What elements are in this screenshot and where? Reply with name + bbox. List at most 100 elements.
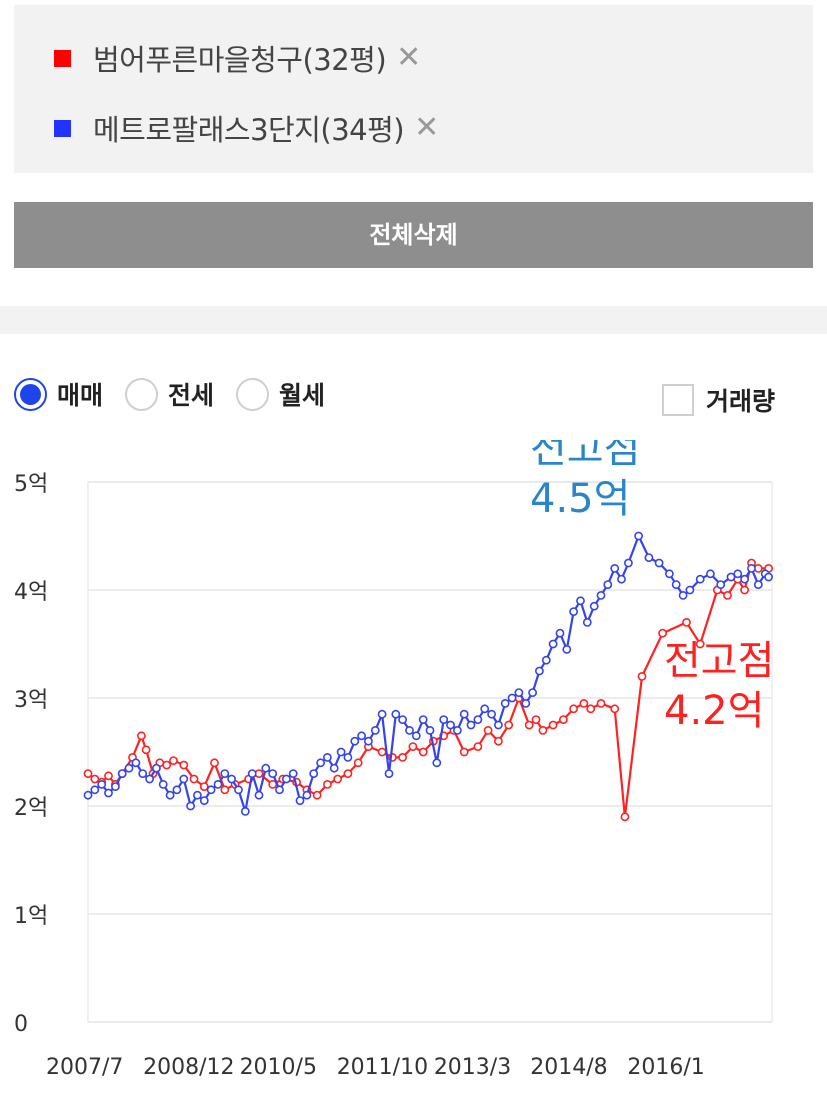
data-point (418, 747, 428, 757)
data-point (391, 709, 401, 719)
data-point (706, 569, 715, 579)
data-point (562, 644, 572, 654)
data-point (514, 688, 524, 697)
radio-option-jeonse[interactable]: 전세 (125, 376, 214, 412)
data-point (199, 782, 209, 791)
data-point (418, 715, 428, 724)
x-tick-label: 2008/12 (143, 1055, 234, 1080)
data-point (596, 698, 606, 708)
radio-option-monthly-rent[interactable]: 월세 (236, 376, 325, 412)
data-point (610, 563, 620, 573)
close-icon[interactable]: ✕ (414, 110, 440, 145)
data-point (353, 758, 363, 768)
data-point (302, 790, 312, 800)
data-point (685, 585, 695, 595)
data-point (329, 763, 339, 773)
data-point (275, 785, 284, 795)
radio-option-sale[interactable]: 매매 (14, 376, 103, 412)
data-point (227, 774, 236, 784)
section-divider (0, 306, 827, 334)
data-point (131, 758, 141, 768)
data-point (678, 590, 688, 600)
data-point (111, 782, 120, 791)
data-point (559, 715, 568, 724)
compare-item-label: 메트로팔래스3단지(34평) (93, 113, 405, 147)
data-point (210, 758, 219, 768)
data-point (411, 731, 421, 741)
data-point (90, 785, 100, 795)
radio-checked-icon[interactable] (14, 377, 47, 411)
data-point (158, 779, 168, 789)
data-point (459, 747, 469, 757)
data-point (452, 725, 462, 735)
y-tick-label: 4억 (14, 580, 48, 605)
data-point (548, 720, 558, 730)
x-tick-label: 2010/5 (240, 1055, 317, 1080)
data-point (576, 596, 585, 606)
data-point (199, 796, 209, 805)
compare-item-label: 범어푸른마을청구(32평) (93, 43, 387, 77)
data-point (83, 769, 93, 778)
data-point (370, 725, 380, 735)
data-point (446, 720, 455, 730)
data-point (524, 720, 534, 730)
data-point (654, 558, 664, 568)
data-point (240, 806, 250, 816)
plot-frame (87, 481, 773, 1023)
radio-label: 매매 (57, 381, 104, 410)
data-point (603, 580, 613, 589)
radio-unchecked-icon[interactable] (125, 377, 159, 411)
data-point (740, 585, 749, 595)
data-point (548, 639, 558, 649)
compare-list: 범어푸른마을청구(32평) ✕ 메트로팔래스3단지(34평) ✕ (14, 5, 813, 173)
data-point (569, 704, 578, 714)
y-tick-label: 2억 (14, 796, 48, 821)
radio-label: 전세 (168, 381, 215, 410)
data-point (473, 742, 483, 751)
data-point (295, 796, 305, 805)
data-point (582, 617, 592, 627)
data-point (716, 580, 726, 589)
data-point (322, 752, 332, 762)
data-point (425, 725, 435, 735)
data-point (333, 774, 343, 784)
clear-all-button[interactable]: 전체삭제 (14, 202, 813, 268)
radio-unchecked-icon[interactable] (236, 377, 270, 411)
data-point (620, 812, 630, 822)
data-point (483, 725, 493, 735)
data-point (189, 774, 199, 784)
data-point (179, 774, 189, 784)
data-point (487, 709, 496, 719)
data-point (357, 731, 366, 741)
data-point (151, 763, 161, 773)
data-point (493, 736, 503, 746)
checkbox-icon[interactable] (662, 384, 694, 416)
data-point (466, 720, 476, 730)
data-point (268, 769, 278, 778)
data-point (531, 715, 541, 724)
data-point (500, 698, 510, 708)
x-tick-label: 2013/3 (434, 1055, 511, 1080)
data-point (507, 693, 517, 703)
data-point (336, 747, 346, 757)
data-point (504, 720, 514, 730)
data-point (104, 771, 113, 781)
close-icon[interactable]: ✕ (396, 40, 422, 75)
data-point (350, 736, 360, 746)
data-point (141, 745, 151, 755)
data-point (740, 574, 749, 584)
data-point (169, 756, 178, 765)
data-point (316, 758, 325, 768)
data-point (220, 785, 230, 795)
data-point (179, 760, 189, 770)
data-point (610, 704, 620, 714)
volume-toggle[interactable]: 거래량 (662, 382, 775, 418)
data-point (398, 715, 407, 724)
data-point (695, 639, 705, 649)
x-tick-label: 2011/10 (337, 1055, 428, 1080)
trade-type-radio-group: 매매 전세 월세 (14, 376, 347, 412)
data-point (764, 572, 773, 582)
data-point (589, 601, 599, 611)
data-point (617, 574, 626, 584)
data-point (473, 715, 483, 724)
